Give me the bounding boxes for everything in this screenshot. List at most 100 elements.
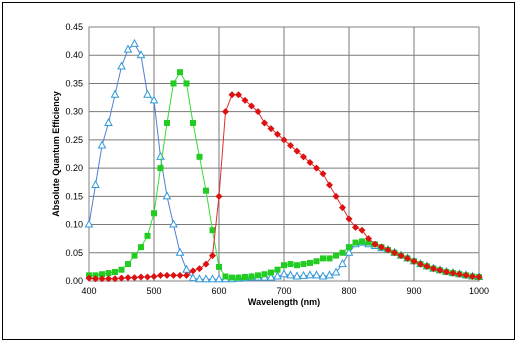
x-tick-label: 500 bbox=[146, 286, 161, 296]
data-point-square bbox=[203, 187, 209, 194]
data-point-triangle bbox=[195, 274, 204, 283]
data-point-diamond bbox=[98, 275, 106, 283]
data-point-square bbox=[352, 239, 359, 246]
data-point-triangle bbox=[331, 267, 341, 276]
data-point-diamond bbox=[202, 260, 210, 268]
data-point-diamond bbox=[449, 269, 457, 277]
data-point-triangle bbox=[292, 271, 302, 280]
data-point-square bbox=[242, 274, 248, 281]
data-point-square bbox=[294, 262, 300, 269]
data-point-diamond bbox=[313, 164, 320, 172]
data-point-triangle bbox=[286, 270, 295, 279]
data-point-square bbox=[281, 262, 287, 269]
data-point-triangle bbox=[84, 219, 94, 228]
data-point-triangle bbox=[188, 273, 198, 282]
data-point-diamond bbox=[124, 274, 132, 282]
data-point-diamond bbox=[326, 181, 333, 189]
data-point-square bbox=[209, 227, 216, 234]
data-point-diamond bbox=[384, 246, 392, 254]
data-point-square bbox=[320, 255, 326, 262]
y-tick-label: 0.30 bbox=[65, 107, 83, 117]
data-point-diamond bbox=[105, 275, 112, 283]
series-layer bbox=[84, 38, 484, 283]
data-point-diamond bbox=[157, 271, 164, 279]
data-point-diamond bbox=[92, 275, 99, 283]
data-point-diamond bbox=[378, 243, 385, 251]
data-point-square bbox=[274, 266, 281, 273]
data-point-square bbox=[333, 252, 339, 259]
data-point-triangle bbox=[136, 50, 146, 59]
data-point-diamond bbox=[358, 226, 366, 234]
data-point-square bbox=[164, 119, 170, 126]
chart-canvas: 0.00 0.05 0.10 0.15 0.20 0.25 0.30 0.35 0.40 0.45… bbox=[51, 22, 489, 307]
data-point-triangle bbox=[162, 191, 172, 200]
y-tick-label: 0.15 bbox=[65, 191, 83, 201]
tick-labels: 0.00 0.05 0.10 0.15 0.20 0.25 0.30 0.35 0.40 0.45… bbox=[65, 22, 489, 296]
data-point-diamond bbox=[306, 158, 314, 166]
data-point-triangle bbox=[208, 274, 217, 283]
y-tick-label: 0.35 bbox=[65, 78, 83, 88]
data-point-diamond bbox=[332, 192, 340, 200]
data-point-diamond bbox=[456, 270, 463, 278]
data-point-diamond bbox=[163, 271, 171, 279]
x-axis-title: Wavelength (nm) bbox=[248, 297, 320, 307]
data-point-square bbox=[359, 238, 365, 245]
y-tick-label: 0.25 bbox=[65, 135, 83, 145]
data-point-square bbox=[307, 259, 313, 266]
y-tick-label: 0.45 bbox=[65, 22, 83, 32]
data-point-square bbox=[138, 244, 144, 251]
y-tick-label: 0.20 bbox=[65, 163, 83, 173]
data-point-square bbox=[196, 153, 203, 160]
data-point-diamond bbox=[274, 130, 281, 138]
data-point-square bbox=[105, 270, 112, 277]
data-point-triangle bbox=[201, 274, 211, 283]
data-point-triangle bbox=[110, 89, 120, 98]
data-point-square bbox=[157, 165, 164, 172]
x-tick-label: 900 bbox=[406, 286, 421, 296]
data-point-diamond bbox=[430, 265, 437, 273]
data-point-triangle bbox=[325, 270, 334, 279]
data-point-triangle bbox=[344, 247, 354, 256]
data-point-square bbox=[261, 271, 268, 278]
data-point-diamond bbox=[144, 273, 151, 281]
data-point-diamond bbox=[222, 108, 229, 116]
data-point-diamond bbox=[319, 170, 327, 178]
data-point-triangle bbox=[299, 270, 308, 279]
data-point-square bbox=[255, 272, 261, 279]
data-point-square bbox=[151, 210, 157, 217]
data-point-triangle bbox=[279, 269, 289, 278]
data-point-diamond bbox=[131, 274, 138, 282]
data-point-diamond bbox=[339, 204, 346, 212]
data-point-triangle bbox=[266, 272, 276, 281]
data-point-square bbox=[131, 252, 138, 259]
data-point-triangle bbox=[123, 44, 133, 53]
data-point-diamond bbox=[352, 223, 359, 231]
data-point-diamond bbox=[287, 142, 294, 150]
data-point-diamond bbox=[254, 108, 262, 116]
data-point-triangle bbox=[169, 219, 178, 228]
gridlines bbox=[89, 27, 479, 281]
data-point-diamond bbox=[443, 268, 450, 276]
data-point-diamond bbox=[170, 271, 177, 279]
data-point-triangle bbox=[338, 259, 347, 268]
data-point-diamond bbox=[469, 272, 476, 280]
data-point-diamond bbox=[267, 125, 275, 133]
y-tick-label: 0.00 bbox=[65, 276, 83, 286]
x-tick-label: 1000 bbox=[469, 286, 489, 296]
data-point-diamond bbox=[475, 273, 483, 281]
data-point-square bbox=[99, 271, 105, 278]
y-tick-label: 0.10 bbox=[65, 220, 83, 230]
data-point-diamond bbox=[462, 271, 470, 279]
data-point-square bbox=[190, 119, 196, 126]
data-point-square bbox=[326, 255, 333, 262]
data-point-diamond bbox=[209, 252, 216, 260]
data-point-diamond bbox=[345, 215, 353, 223]
data-point-square bbox=[339, 249, 346, 256]
data-point-diamond bbox=[391, 249, 398, 257]
data-point-triangle bbox=[130, 38, 139, 47]
x-tick-label: 700 bbox=[276, 286, 291, 296]
data-point-triangle bbox=[91, 179, 100, 189]
data-point-square bbox=[346, 244, 352, 251]
data-point-diamond bbox=[417, 260, 424, 268]
data-point-square bbox=[216, 263, 222, 270]
